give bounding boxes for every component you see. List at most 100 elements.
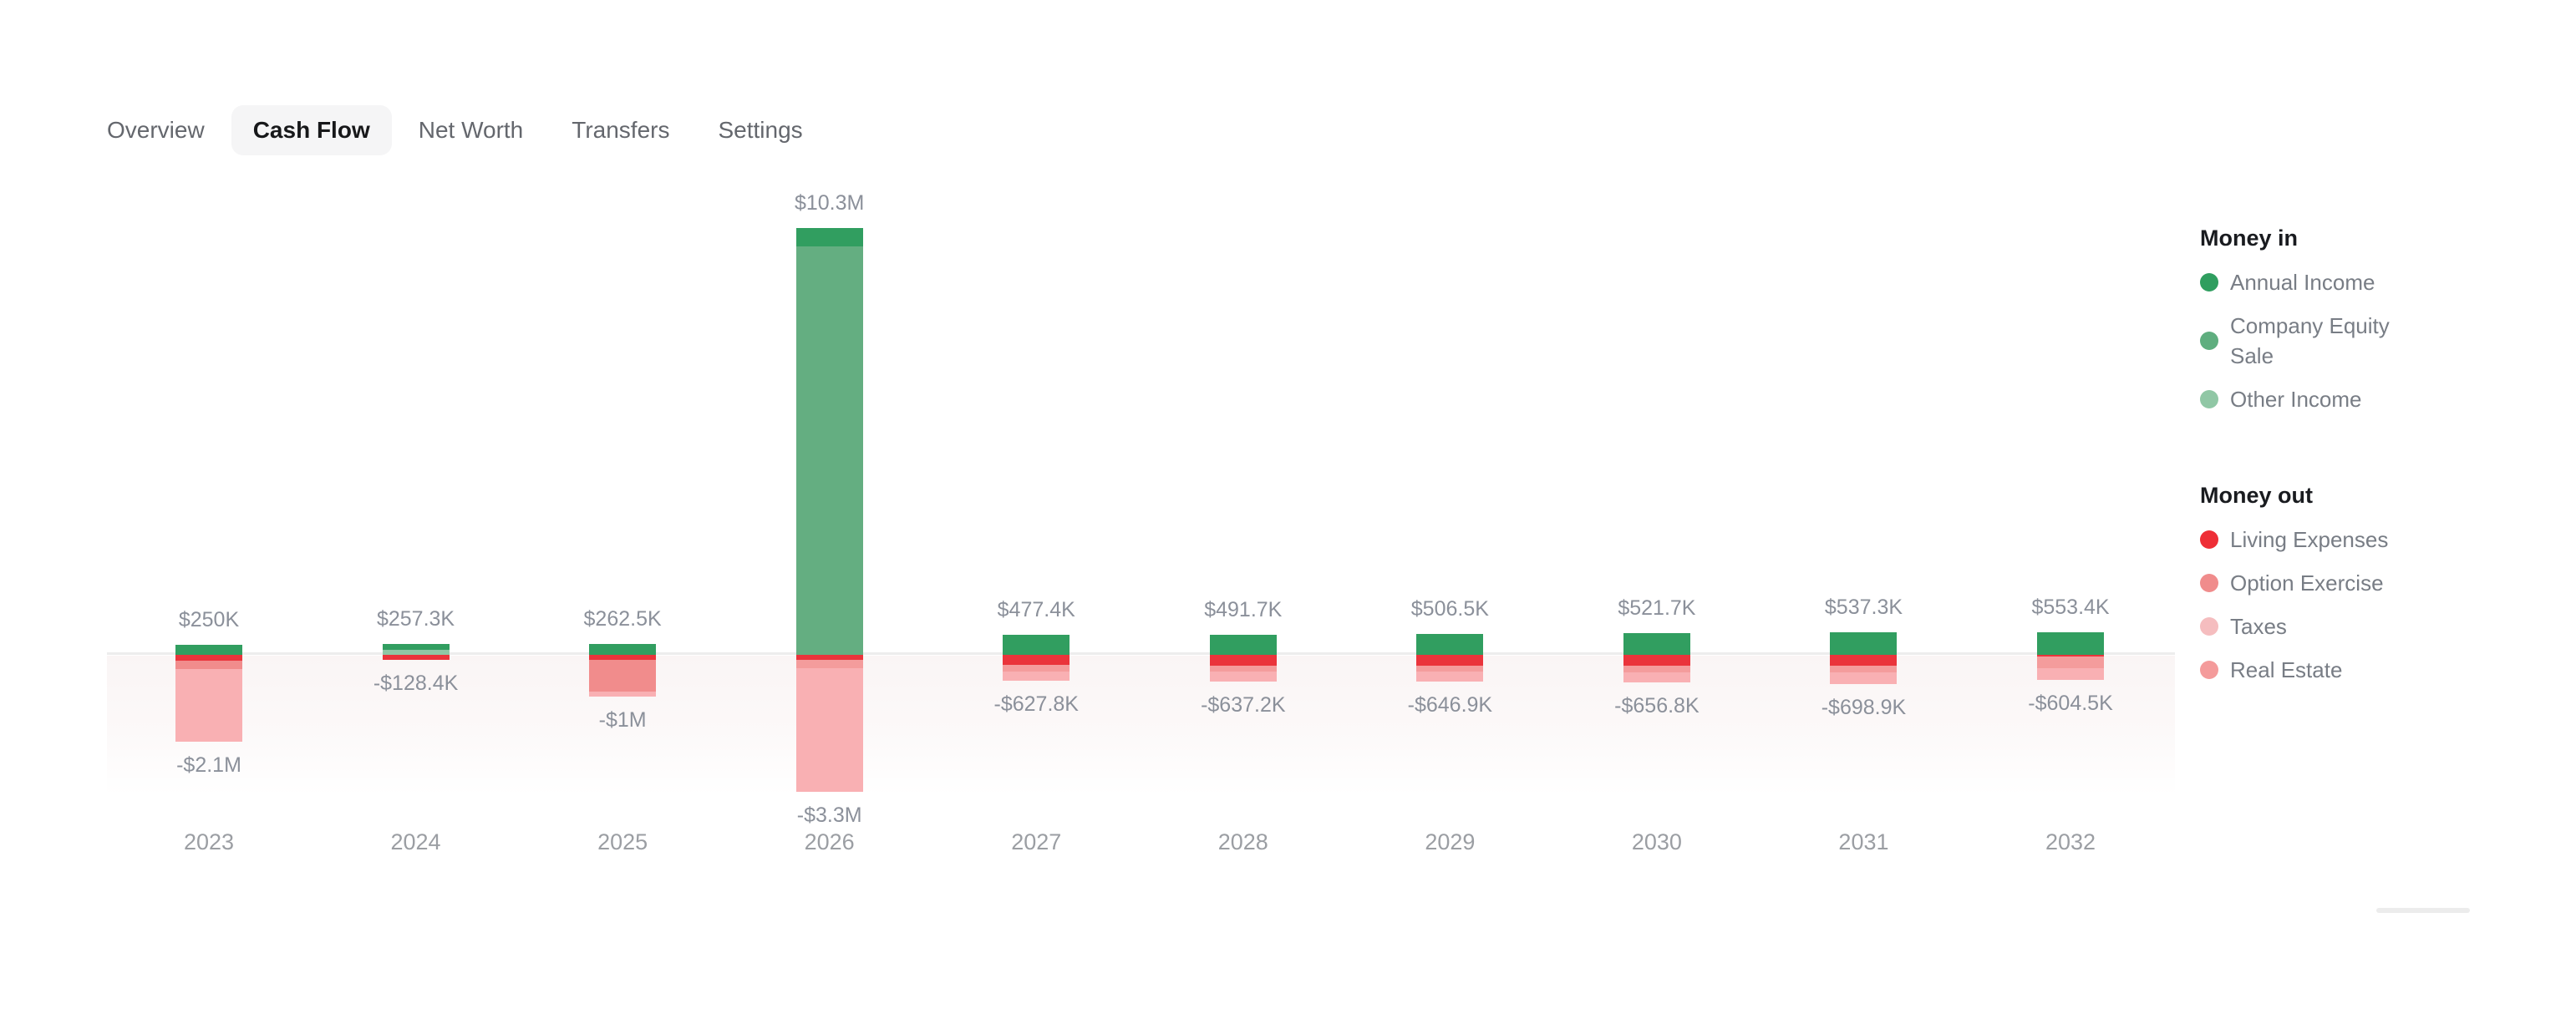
bar-segment-taxes bbox=[795, 667, 863, 792]
bar-segment-living_expenses bbox=[795, 654, 863, 660]
legend-label: Other Income bbox=[2230, 387, 2362, 412]
bar-segment-taxes bbox=[1003, 671, 1070, 682]
legend-item-living_expenses: Living Expenses bbox=[2200, 525, 2451, 555]
x-axis-label-2024: 2024 bbox=[390, 829, 441, 854]
legend-money-in-title: Money in bbox=[2200, 226, 2299, 251]
legend-dot-real_estate bbox=[2200, 661, 2218, 679]
money-in-total-label: $10.3M bbox=[794, 191, 865, 215]
bar-segment-annual_income bbox=[2037, 631, 2105, 655]
legend-item-other_income: Other Income bbox=[2200, 384, 2451, 414]
bar-2025[interactable] bbox=[589, 643, 657, 697]
bar-2032[interactable] bbox=[2037, 631, 2105, 680]
legend-item-company_equity_sale: Company Equity Sale bbox=[2200, 311, 2451, 371]
money-out-total-label: -$604.5K bbox=[2028, 691, 2113, 715]
legend-label: Annual Income bbox=[2230, 270, 2375, 295]
chart-legend: Money in Annual Income Company Equity Sal… bbox=[2200, 224, 2451, 685]
bar-segment-living_expenses bbox=[1416, 654, 1484, 666]
bar-segment-real_estate bbox=[1209, 665, 1277, 672]
money-in-total-label: $262.5K bbox=[583, 606, 662, 631]
bar-segment-annual_income bbox=[1209, 634, 1277, 655]
money-out-total-label: -$3.3M bbox=[796, 803, 862, 827]
bar-segment-real_estate bbox=[1830, 666, 1898, 672]
x-axis-label-2027: 2027 bbox=[1011, 829, 1062, 854]
bar-segment-living_expenses bbox=[589, 654, 657, 660]
bar-segment-annual_income bbox=[382, 644, 450, 650]
tab-settings[interactable]: Settings bbox=[718, 117, 803, 143]
bar-2024[interactable] bbox=[382, 644, 450, 661]
bar-2029[interactable] bbox=[1416, 633, 1484, 682]
bar-segment-annual_income bbox=[589, 643, 657, 655]
tab-transfers[interactable]: Transfers bbox=[572, 117, 670, 143]
bar-segment-annual_income bbox=[1623, 633, 1690, 655]
bar-segment-taxes bbox=[1623, 672, 1690, 682]
bar-segment-living_expenses bbox=[1623, 654, 1690, 667]
bar-segment-taxes bbox=[589, 691, 657, 697]
legend-dot-other_income bbox=[2200, 390, 2218, 408]
money-in-total-label: $250K bbox=[178, 607, 240, 631]
x-axis-label-2031: 2031 bbox=[1838, 829, 1889, 854]
money-out-total-label: -$698.9K bbox=[1821, 695, 1907, 719]
money-in-total-label: $506.5K bbox=[1410, 596, 1489, 621]
tab-bar: Overview Cash Flow Net Worth Transfers Setti… bbox=[85, 105, 825, 155]
money-out-total-label: -$2.1M bbox=[176, 753, 241, 778]
bar-segment-living_expenses bbox=[175, 654, 242, 661]
money-in-total-label: $491.7K bbox=[1204, 597, 1283, 621]
x-axis-label-2023: 2023 bbox=[183, 829, 235, 854]
tab-overview[interactable]: Overview bbox=[107, 117, 205, 143]
bar-segment-real_estate bbox=[1003, 665, 1070, 672]
legend-money-in-list: Annual Income Company Equity Sale Other In… bbox=[2200, 267, 2451, 414]
money-out-total-label: -$646.9K bbox=[1407, 693, 1493, 717]
x-axis-label-2026: 2026 bbox=[804, 829, 855, 854]
legend-dot-annual_income bbox=[2200, 273, 2218, 292]
bar-segment-real_estate bbox=[1623, 666, 1690, 672]
bar-2031[interactable] bbox=[1830, 632, 1898, 684]
money-in-total-label: $477.4K bbox=[997, 598, 1075, 622]
bar-segment-taxes bbox=[1416, 672, 1484, 682]
legend-dot-taxes bbox=[2200, 617, 2218, 636]
bar-segment-living_expenses bbox=[1209, 654, 1277, 666]
tab-net-worth[interactable]: Net Worth bbox=[418, 117, 524, 143]
bar-2026[interactable] bbox=[795, 228, 863, 792]
bar-2023[interactable] bbox=[175, 644, 242, 743]
bar-segment-taxes bbox=[2037, 668, 2105, 680]
money-in-total-label: $553.4K bbox=[2031, 595, 2110, 619]
footer-divider bbox=[2376, 908, 2470, 913]
bar-segment-other_income bbox=[382, 649, 450, 655]
bar-segment-taxes bbox=[175, 668, 242, 743]
legend-dot-option_exercise bbox=[2200, 574, 2218, 592]
bar-segment-annual_income bbox=[1830, 632, 1898, 655]
x-axis-label-2032: 2032 bbox=[2045, 829, 2096, 854]
legend-item-taxes: Taxes bbox=[2200, 611, 2451, 641]
tab-cash-flow[interactable]: Cash Flow bbox=[231, 105, 392, 155]
legend-label: Taxes bbox=[2230, 614, 2287, 639]
bar-segment-real_estate bbox=[1416, 665, 1484, 672]
bar-segment-option_exercise bbox=[589, 659, 657, 692]
money-out-total-label: -$1M bbox=[598, 707, 647, 732]
legend-dot-living_expenses bbox=[2200, 530, 2218, 549]
x-axis-label-2025: 2025 bbox=[597, 829, 648, 854]
bar-2030[interactable] bbox=[1623, 633, 1690, 682]
zero-axis-line bbox=[107, 652, 2175, 655]
legend-label: Option Exercise bbox=[2230, 570, 2384, 596]
legend-money-out-list: Living Expenses Option Exercise Taxes Real … bbox=[2200, 525, 2451, 685]
money-out-total-label: -$128.4K bbox=[373, 672, 459, 696]
bar-segment-taxes bbox=[1209, 672, 1277, 682]
legend-money-out-title: Money out bbox=[2200, 483, 2313, 508]
x-axis-label-2029: 2029 bbox=[1425, 829, 1476, 854]
legend-item-real_estate: Real Estate bbox=[2200, 655, 2451, 685]
legend-label: Real Estate bbox=[2230, 657, 2343, 682]
bar-2028[interactable] bbox=[1209, 634, 1277, 682]
legend-item-option_exercise: Option Exercise bbox=[2200, 568, 2451, 598]
bar-segment-annual_income bbox=[1003, 635, 1070, 655]
legend-dot-company_equity_sale bbox=[2200, 332, 2218, 350]
money-in-total-label: $521.7K bbox=[1618, 596, 1696, 621]
legend-label: Living Expenses bbox=[2230, 527, 2389, 552]
bar-2027[interactable] bbox=[1003, 635, 1070, 682]
bar-segment-living_expenses bbox=[382, 654, 450, 661]
money-out-total-label: -$627.8K bbox=[993, 692, 1079, 717]
bar-segment-real_estate bbox=[795, 659, 863, 668]
money-in-total-label: $257.3K bbox=[376, 607, 455, 631]
legend-item-annual_income: Annual Income bbox=[2200, 267, 2451, 297]
bar-segment-option_exercise bbox=[175, 660, 242, 669]
